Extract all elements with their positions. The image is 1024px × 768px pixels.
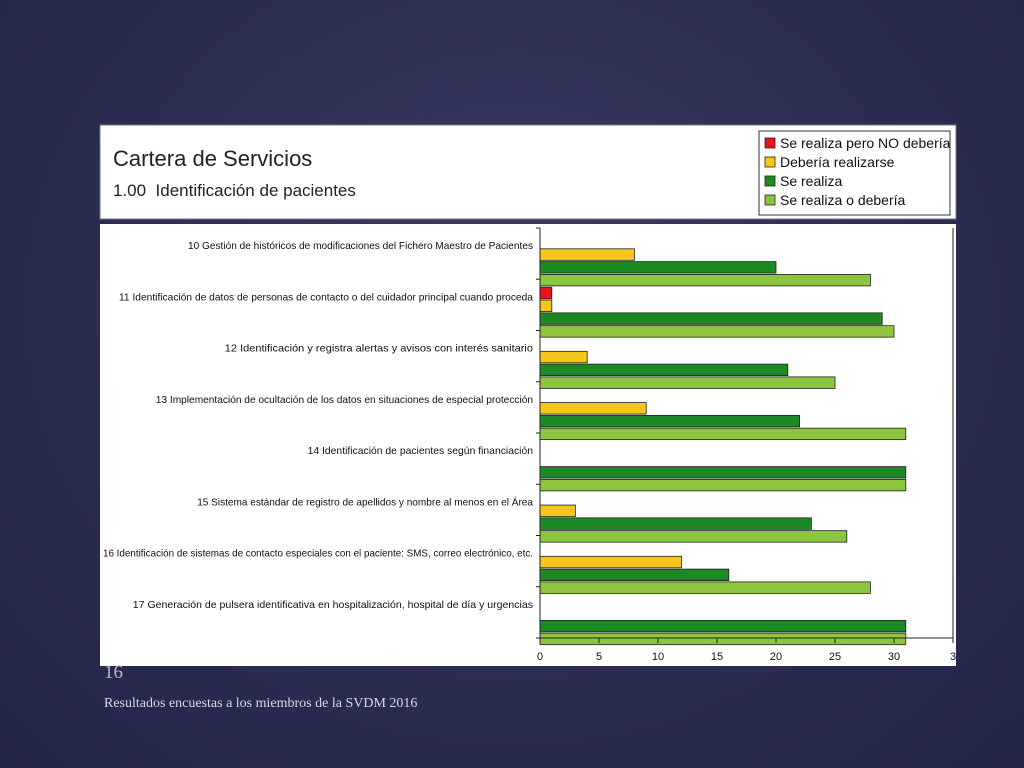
bar-17-2 [539, 619, 907, 633]
bar-10-1 [539, 248, 635, 261]
x-tick-label: 5 [596, 651, 602, 663]
legend-label: Se realiza pero NO debería [780, 135, 951, 151]
legend-swatch [764, 156, 776, 168]
bar-15-3 [539, 530, 848, 543]
bar-16-1 [539, 555, 683, 569]
category-label: 15 Sistema estándar de registro de apell… [197, 495, 533, 508]
x-tick-label: 25 [829, 651, 841, 663]
category-label: 16 Identificación de sistemas de contact… [103, 548, 533, 560]
footer-caption: Resultados encuestas a los miembros de l… [104, 696, 418, 711]
legend-swatch [764, 175, 776, 187]
bar-13-2 [539, 414, 801, 428]
category-label: 10 Gestión de históricos de modificacion… [188, 240, 533, 252]
bar-12-1 [539, 350, 588, 364]
x-tick-label: 20 [770, 651, 782, 663]
bar-11-1 [539, 299, 553, 312]
bar-12-2 [539, 363, 789, 377]
bar-10-3 [539, 273, 871, 287]
chart-title: Cartera de Servicios [113, 146, 312, 171]
bar-16-2 [539, 568, 730, 581]
legend-label: Se realiza [780, 173, 842, 189]
x-tick-label: 3 [950, 651, 956, 663]
legend-label: Debería realizarse [780, 154, 895, 170]
bar-10-2 [539, 261, 777, 274]
category-label: 14 Identificación de pacientes según fin… [308, 445, 534, 457]
category-labels: 10 Gestión de históricos de modificacion… [103, 240, 533, 611]
bar-13-3 [539, 427, 907, 441]
x-axis: 0 5 10 15 20 25 30 3 [536, 227, 956, 663]
legend-label: Se realiza o debería [780, 192, 906, 208]
page-number: 16 [104, 662, 123, 683]
category-label: 12 Identificación y registra alertas y a… [225, 343, 533, 355]
bar-17-3 [539, 632, 907, 646]
bar-14-2 [539, 466, 907, 479]
bar-14-3 [539, 478, 907, 492]
bar-15-2 [539, 517, 812, 530]
bar-13-1 [539, 402, 647, 415]
bar-12-3 [539, 376, 836, 389]
x-tick-label: 30 [888, 651, 900, 663]
legend: Se realiza pero NO debería Debería realiz… [764, 135, 951, 208]
legend-swatch [764, 137, 776, 149]
legend-swatch [764, 194, 776, 206]
category-label: 13 Implementación de ocultación de los d… [156, 394, 533, 406]
chart-subtitle: 1.00 Identificación de pacientes [113, 181, 356, 200]
bar-11-0 [539, 286, 553, 300]
category-label: 17 Generación de pulsera identificativa … [133, 599, 533, 611]
x-tick-label: 15 [711, 651, 723, 663]
bar-11-3 [539, 325, 895, 338]
legend-box [758, 130, 951, 216]
x-tick-label: 10 [652, 651, 664, 663]
bars [539, 248, 907, 646]
bar-16-3 [539, 581, 871, 594]
x-tick-label: 0 [537, 651, 543, 663]
bar-11-2 [539, 312, 883, 325]
bar-15-1 [539, 504, 576, 517]
category-label: 11 Identificación de datos de personas d… [119, 291, 533, 303]
